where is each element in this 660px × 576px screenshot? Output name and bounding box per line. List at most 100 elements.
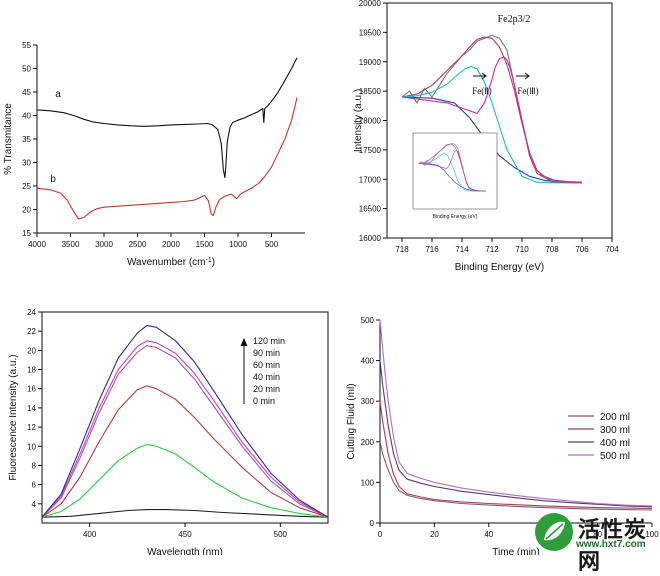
- y-tick-label: 22: [27, 327, 36, 336]
- y-tick-label: 19500: [359, 28, 382, 37]
- y-tick-label: 17500: [359, 146, 382, 155]
- y-tick-label: 10: [27, 442, 36, 451]
- y-tick-label: 16500: [359, 205, 382, 214]
- x-tick-label: 500: [265, 240, 279, 249]
- annotation-b: b: [50, 174, 56, 185]
- series-line-1: [37, 57, 298, 179]
- y-tick-label: 25: [22, 182, 31, 191]
- x-tick-label: 716: [425, 245, 439, 254]
- y-tick-label: 40: [22, 112, 31, 121]
- y-tick-label: 500: [361, 316, 375, 325]
- y-tick-label: 300: [361, 397, 375, 406]
- y-tick-label: 50: [22, 65, 31, 74]
- series-line-5: [41, 340, 329, 518]
- x-tick-label: 400: [83, 530, 97, 539]
- annotation-fe3: Fe(Ⅲ): [517, 86, 538, 96]
- legend-entry: 300 ml: [600, 425, 630, 436]
- y-tick-label: 20: [27, 346, 36, 355]
- y-tick-label: 35: [22, 135, 31, 144]
- inset-series-5: [418, 150, 486, 192]
- series-line-1: [379, 441, 653, 511]
- series-line-4: [401, 65, 582, 184]
- x-tick-label: 2500: [129, 240, 147, 249]
- time-label-5: 0 min: [253, 396, 275, 406]
- y-tick-label: 6: [32, 481, 37, 490]
- arrow-up-icon: [240, 338, 248, 346]
- x-tick-label: 2000: [162, 240, 180, 249]
- x-axis-label: Binding Energy (eV): [455, 262, 545, 273]
- y-tick-label: 0: [370, 519, 375, 528]
- leaf-logo-icon: [535, 513, 573, 551]
- figure-stage: 4000 3500 3000 2500 2000 1500 1000 500152025303…: [3, 0, 659, 555]
- x-tick-label: 714: [455, 245, 469, 254]
- legend-entry: 400 ml: [600, 438, 630, 449]
- x-axis-label: Time (min): [492, 547, 539, 555]
- x-axis-label-sup: -1: [205, 257, 211, 264]
- x-tick-label: 710: [515, 245, 529, 254]
- series-line-6: [41, 324, 329, 518]
- x-axis-label-close: ): [212, 257, 215, 268]
- fluorescence-chart: 400 450 500 4 6 8 10 12 14 16 18 20 22 24 Wavelength (…: [8, 308, 329, 555]
- y-tick-label: 100: [361, 478, 375, 487]
- x-tick-label: 1000: [229, 240, 247, 249]
- x-tick-label: 706: [575, 245, 589, 254]
- y-tick-label: 15: [22, 229, 31, 238]
- x-tick-label: 20: [430, 530, 439, 539]
- annotation-fe2p: Fe2p3/2: [498, 14, 531, 25]
- y-tick-label: 16000: [359, 234, 382, 243]
- x-tick-label: 40: [484, 530, 493, 539]
- annotation-a: a: [55, 89, 61, 100]
- y-axis-label: % Transmitance: [3, 103, 14, 175]
- x-tick-label: 500: [274, 530, 288, 539]
- y-tick-label: 8: [32, 461, 37, 470]
- x-tick-label: 3500: [62, 240, 80, 249]
- y-tick-label: 24: [27, 308, 36, 317]
- x-axis-label: Wavelength (nm): [147, 547, 223, 555]
- series-line-1: [41, 509, 329, 518]
- series-line-2: [379, 401, 653, 509]
- y-tick-label: 12: [27, 423, 36, 432]
- x-tick-label: 80: [593, 530, 602, 539]
- legend-entry: 500 ml: [600, 451, 630, 462]
- y-tick-label: 18: [27, 366, 36, 375]
- time-label-2: 60 min: [253, 360, 280, 370]
- inset-frame: [412, 132, 498, 210]
- x-tick-label: 100: [645, 530, 659, 539]
- x-tick-label: 4000: [28, 240, 46, 249]
- series-line-2: [41, 443, 329, 518]
- y-tick-label: 18500: [359, 87, 382, 96]
- inset-series-4: [418, 153, 486, 192]
- x-tick-label: 708: [545, 245, 559, 254]
- ftir-chart: 4000 3500 3000 2500 2000 1500 1000 500 15 20 25 30 3…: [3, 41, 305, 268]
- time-label-3: 40 min: [253, 372, 280, 382]
- inset-x-label: Binding Energy (eV): [433, 214, 478, 220]
- y-tick-label: 17000: [359, 175, 382, 184]
- y-tick-label: 200: [361, 438, 375, 447]
- annotation-fe2: Fe(Ⅱ): [472, 86, 491, 96]
- x-axis-label: Wavenumber (cm-1): [127, 257, 215, 269]
- arrow-icon: [516, 72, 530, 80]
- y-tick-label: 20: [22, 206, 31, 215]
- y-axis-label: Fluorescence Intensity (a.u.): [8, 354, 19, 480]
- y-tick-label: 16: [27, 385, 36, 394]
- series-line-3: [379, 360, 653, 508]
- series-line-2: [37, 97, 298, 220]
- watermark-url: www.hxt7.com: [576, 539, 646, 550]
- cutting-fluid-chart: 0204060801000100200300400500Time (min)Cu…: [346, 316, 659, 555]
- y-tick-label: 30: [22, 159, 31, 168]
- y-tick-label: 18000: [359, 117, 382, 126]
- y-tick-label: 14: [27, 404, 36, 413]
- xps-chart: 718 716 714 712 710 708 706 704 16000 16500 17000 1…: [353, 0, 619, 273]
- series-line-4: [379, 319, 653, 507]
- y-axis-label: Cutting Fluid (ml): [346, 383, 357, 459]
- x-tick-label: 0: [378, 530, 383, 539]
- series-line-4: [41, 345, 329, 518]
- time-label-1: 90 min: [253, 348, 280, 358]
- x-tick-label: 704: [605, 245, 619, 254]
- y-tick-label: 19000: [359, 58, 382, 67]
- y-axis-label: Intensity (a.u.): [353, 89, 364, 152]
- legend-entry: 200 ml: [600, 412, 630, 423]
- y-tick-label: 20000: [359, 0, 382, 8]
- x-tick-label: 3000: [95, 240, 113, 249]
- x-tick-label: 450: [178, 530, 192, 539]
